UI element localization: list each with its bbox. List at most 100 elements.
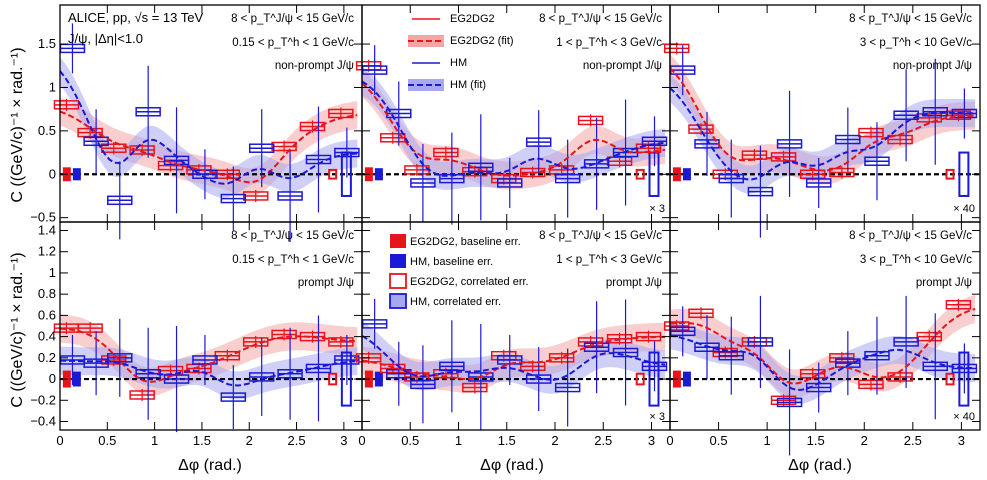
- corr-err-eg2dg2-pi: [328, 372, 338, 386]
- baseline-err-hm: [682, 168, 691, 181]
- y-tick-label: 0.5: [38, 123, 56, 138]
- x-tick-label: 1.5: [193, 433, 211, 448]
- x-tick-label: 0: [56, 433, 63, 448]
- hadron-pt-label: 1 < p_T^h < 3 GeV/c: [556, 37, 662, 49]
- x-tick-label: 2: [246, 433, 253, 448]
- category-label: prompt J/ψ: [606, 277, 662, 289]
- y-axis-title-bottom: C ((GeV/c)⁻¹ × rad.⁻¹): [9, 252, 26, 407]
- x-tick-label: 1.5: [807, 433, 825, 448]
- hadron-pt-label: 0.15 < p_T^h < 1 GeV/c: [232, 254, 354, 266]
- x-tick-label: 1: [764, 433, 771, 448]
- scale-label: × 3: [649, 411, 665, 423]
- scale-label: × 3: [649, 203, 665, 215]
- fit-curve-hm: [59, 359, 358, 387]
- fit-curve-hm: [361, 334, 666, 381]
- hadron-pt-label: 0.15 < p_T^h < 1 GeV/c: [232, 37, 354, 49]
- legend-corr-swatch: [389, 293, 407, 309]
- fit-band-hm: [362, 67, 666, 190]
- fit-curve-hm: [59, 70, 358, 185]
- panel-bottom-left: 0 0.5 1 1.5 2 2.5 3 −0.4 −0.2 0 0.2 0.4 0.6 0.8 1 1.2 1.…: [30, 221, 363, 448]
- panel-top-middle: 8 < p_T^J/ψ < 15 GeV/c 1 < p_T^h < 3 GeV/…: [355, 4, 671, 225]
- x-tick-label: 3: [340, 433, 347, 448]
- category-label: non-prompt J/ψ: [583, 60, 662, 72]
- y-tick-label: 0: [49, 166, 56, 181]
- legend-top: EG2DG2 EG2DG2 (fit) HM HM (fit): [408, 13, 514, 91]
- jpsi-pt-label: 8 < p_T^J/ψ < 15 GeV/c: [231, 230, 354, 242]
- y-tick-label: 1.2: [38, 244, 56, 259]
- y-tick-label: 1: [49, 79, 56, 94]
- panel-bottom-middle: 0 0.5 1 1.5 2 2.5 3 8 < p_T^J/ψ < 15 GeV/c 1 < p…: [355, 221, 671, 448]
- legend-baseline-swatch: [390, 254, 406, 268]
- x-axis-title-right: Δφ (rad.): [788, 457, 852, 474]
- fit-curve-hm: [669, 87, 976, 181]
- category-label: non-prompt J/ψ: [893, 60, 972, 72]
- category-label: prompt J/ψ: [916, 277, 972, 289]
- legend-bottom-label: HM, baseline err.: [410, 256, 493, 268]
- legend-top-label: HM: [450, 57, 467, 69]
- x-tick-label: 2.5: [594, 433, 612, 448]
- baseline-err-hm: [374, 371, 383, 387]
- hadron-pt-label: 1 < p_T^h < 3 GeV/c: [556, 254, 662, 266]
- x-tick-label: 1: [455, 433, 462, 448]
- jpsi-pt-label: 8 < p_T^J/ψ < 15 GeV/c: [539, 230, 662, 242]
- category-label: prompt J/ψ: [298, 277, 354, 289]
- fit-curve-eg2dg2: [59, 327, 358, 383]
- category-label: non-prompt J/ψ: [275, 60, 354, 72]
- x-tick-label: 0: [358, 433, 365, 448]
- y-axis-title-top: C ((GeV/c)⁻¹ × rad.⁻¹): [9, 47, 26, 202]
- corr-err-hm-pi: [958, 151, 970, 197]
- experiment-label: ALICE, pp, √s = 13 TeV: [68, 10, 203, 25]
- y-tick-label: −0.5: [30, 210, 56, 225]
- legend-corr-swatch: [389, 273, 407, 289]
- legend-bottom-label: HM, correlated err.: [410, 296, 501, 308]
- panel-top-left: −0.5 0 0.5 1 1.5 8 < p_T^J/ψ < 15 GeV/c 0.15 <…: [30, 4, 363, 242]
- y-tick-label: 1: [49, 265, 56, 280]
- fit-curve-eg2dg2: [669, 307, 976, 385]
- x-tick-label: 0.5: [98, 433, 116, 448]
- scale-label: × 40: [953, 411, 975, 423]
- legend-bottom: EG2DG2, baseline err. HM, baseline err. EG…: [389, 234, 529, 309]
- baseline-err-hm: [72, 168, 81, 181]
- x-tick-label: 2: [861, 433, 868, 448]
- fit-curve-eg2dg2: [669, 67, 976, 172]
- fit-curve-hm: [361, 80, 666, 177]
- x-tick-label: 2: [551, 433, 558, 448]
- legend-baseline-swatch: [390, 234, 406, 248]
- legend-top-label: EG2DG2: [450, 13, 495, 25]
- fit-curve-eg2dg2: [59, 110, 358, 184]
- fit-band-hm: [60, 57, 358, 198]
- experiment-labels: ALICE, pp, √s = 13 TeV J/ψ, |Δη|<1.0: [68, 10, 203, 46]
- y-tick-label: −0.4: [30, 414, 56, 429]
- particle-label: J/ψ, |Δη|<1.0: [68, 31, 143, 46]
- legend-bottom-label: EG2DG2, correlated err.: [410, 276, 529, 288]
- y-tick-label: 0: [49, 371, 56, 386]
- jpsi-pt-label: 8 < p_T^J/ψ < 15 GeV/c: [849, 13, 972, 25]
- panel-top-right: 8 < p_T^J/ψ < 15 GeV/c 3 < p_T^h < 10 GeV…: [663, 4, 981, 238]
- jpsi-pt-label: 8 < p_T^J/ψ < 15 GeV/c: [539, 13, 662, 25]
- scale-label: × 40: [953, 203, 975, 215]
- jpsi-pt-label: 8 < p_T^J/ψ < 15 GeV/c: [849, 230, 972, 242]
- x-tick-label: 3: [648, 433, 655, 448]
- x-tick-label: 1: [151, 433, 158, 448]
- x-tick-label: 0.5: [710, 433, 728, 448]
- panel-bottom-right: 0 0.5 1 1.5 2 2.5 3 8 < p_T^J/ψ < 15 GeV/c 3 < p…: [663, 221, 981, 456]
- y-tick-label: −0.2: [30, 392, 56, 407]
- y-tick-label: 0.2: [38, 350, 56, 365]
- legend-bottom-label: EG2DG2, baseline err.: [410, 236, 521, 248]
- x-tick-label: 2.5: [904, 433, 922, 448]
- corr-err-eg2dg2-pi: [635, 168, 645, 180]
- baseline-err-hm: [72, 371, 81, 387]
- x-axis-title-left: Δφ (rad.): [178, 457, 242, 474]
- x-tick-label: 0.5: [401, 433, 419, 448]
- hadron-pt-label: 3 < p_T^h < 10 GeV/c: [860, 37, 972, 49]
- x-axis-title-middle: Δφ (rad.): [480, 457, 544, 474]
- baseline-err-hm: [374, 168, 383, 181]
- corr-err-eg2dg2-pi: [328, 168, 338, 180]
- x-tick-label: 1.5: [498, 433, 516, 448]
- baseline-err-hm: [682, 371, 691, 387]
- corr-err-eg2dg2-pi: [635, 372, 645, 386]
- hadron-pt-label: 3 < p_T^h < 10 GeV/c: [860, 254, 972, 266]
- y-tick-label: 0.4: [38, 329, 56, 344]
- legend-top-label: HM (fit): [450, 79, 486, 91]
